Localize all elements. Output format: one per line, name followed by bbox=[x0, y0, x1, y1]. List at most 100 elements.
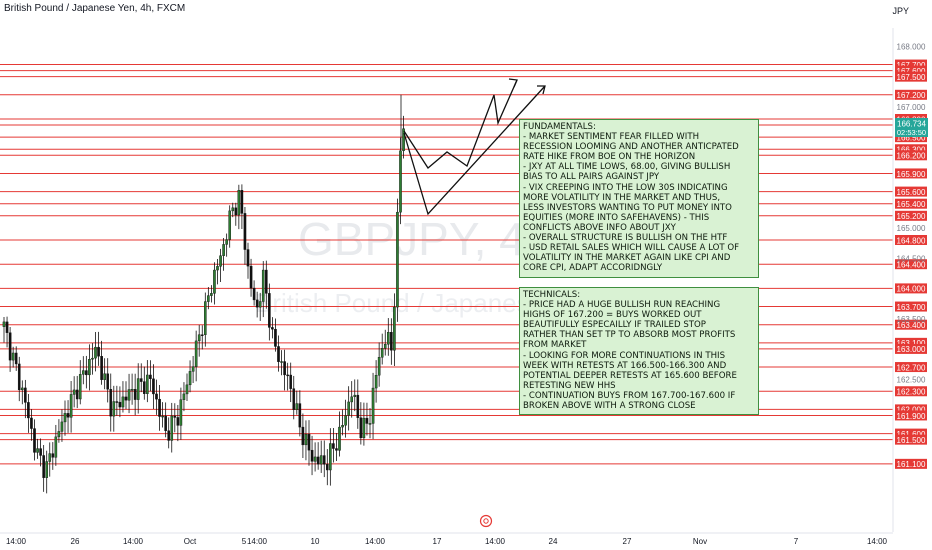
candle bbox=[301, 413, 305, 458]
candle bbox=[203, 292, 207, 347]
candle bbox=[277, 335, 280, 372]
candle bbox=[371, 372, 375, 440]
candle bbox=[246, 242, 250, 279]
candle bbox=[219, 248, 222, 283]
candle bbox=[42, 445, 45, 492]
level-axis-label: 164.800 bbox=[895, 235, 927, 245]
level-axis-label: 167.500 bbox=[895, 71, 927, 82]
candle bbox=[188, 360, 192, 393]
candle bbox=[36, 438, 39, 459]
candle bbox=[106, 358, 109, 403]
candle bbox=[225, 233, 228, 257]
candle bbox=[243, 206, 247, 265]
note-line: VOLATILITY IN THE MARKET AGAIN LIKE CPI … bbox=[523, 253, 731, 264]
price-tick-label: 163.500 bbox=[897, 315, 926, 324]
horizontal-levels bbox=[0, 64, 893, 465]
note-line: - VIX CREEPING INTO THE LOW 30S INDICATI… bbox=[523, 182, 728, 193]
candle bbox=[261, 261, 265, 318]
candle bbox=[387, 318, 390, 356]
candle bbox=[136, 363, 140, 414]
candle bbox=[310, 435, 314, 476]
time-tick-label: 14:00 bbox=[247, 537, 268, 546]
note-line: WEEK WITH RETESTS AT 166.500-166.300 AND bbox=[523, 360, 727, 371]
note-line: - LOOKING FOR MORE CONTINUATIONS IN THIS bbox=[523, 350, 726, 361]
svg-text:162.300: 162.300 bbox=[897, 388, 926, 397]
candle bbox=[33, 419, 36, 461]
candle bbox=[48, 442, 52, 477]
svg-text:164.400: 164.400 bbox=[897, 261, 926, 270]
note-line: RECESSION LOOMING AND ANOTHER ANTICPATED bbox=[523, 142, 739, 153]
time-tick-label: 14:00 bbox=[867, 537, 888, 546]
candle bbox=[292, 375, 296, 420]
svg-text:166.500: 166.500 bbox=[897, 133, 926, 142]
technicals-note[interactable]: TECHNICALS: - PRICE HAD A HUGE BULLISH RU… bbox=[519, 287, 759, 415]
candle bbox=[295, 390, 299, 415]
price-tick-label: 164.500 bbox=[897, 254, 926, 263]
candle bbox=[17, 356, 21, 402]
candle bbox=[341, 409, 344, 436]
candle bbox=[127, 373, 131, 414]
candle bbox=[353, 379, 357, 412]
candle bbox=[268, 283, 271, 341]
candle bbox=[252, 280, 256, 306]
candle bbox=[164, 402, 167, 438]
candle bbox=[393, 293, 396, 366]
candle bbox=[356, 379, 360, 429]
candle bbox=[304, 420, 308, 461]
candle bbox=[231, 202, 235, 218]
candle bbox=[237, 184, 241, 230]
note-line: BROKEN ABOVE WITH A STRONG CLOSE bbox=[523, 401, 696, 412]
level-axis-label: 163.000 bbox=[895, 343, 927, 354]
svg-text:164.800: 164.800 bbox=[897, 236, 926, 245]
candle bbox=[271, 317, 274, 339]
level-axis-label: 161.500 bbox=[895, 434, 927, 445]
price-tick-label: 167.000 bbox=[897, 103, 926, 112]
note-line: - CONTINUATION BUYS FROM 167.700-167.600… bbox=[523, 390, 736, 401]
candlestick-series bbox=[2, 94, 405, 494]
candle bbox=[88, 344, 91, 391]
note-line: RATE HIKE FROM BOE ON THE HORIZON bbox=[523, 152, 696, 163]
event-flag-icon[interactable] bbox=[479, 514, 493, 528]
candle bbox=[359, 402, 363, 445]
candle bbox=[383, 329, 387, 356]
candle bbox=[21, 380, 24, 405]
watermark-symbol: GBPJPY, 4h bbox=[298, 213, 550, 265]
candle bbox=[322, 440, 326, 478]
price-tick-label: 162.500 bbox=[897, 375, 926, 384]
candle bbox=[326, 449, 329, 486]
svg-text:161.100: 161.100 bbox=[897, 460, 926, 469]
candle bbox=[176, 405, 180, 442]
candle bbox=[133, 373, 137, 416]
candle bbox=[350, 381, 354, 418]
candle bbox=[5, 316, 9, 348]
candle bbox=[307, 420, 311, 466]
time-axis[interactable]: 14:00 26 14:00 Oct 5 14:00 10 14:00 17 14:00 24 27 N… bbox=[6, 537, 888, 546]
note-line: FUNDAMENTALS: bbox=[523, 122, 596, 132]
projection-arrowhead-deep bbox=[537, 85, 546, 95]
level-axis-label: 165.200 bbox=[895, 210, 927, 221]
candle bbox=[30, 409, 33, 441]
level-axis-label: 164.000 bbox=[895, 283, 927, 294]
candle bbox=[170, 402, 174, 453]
svg-text:165.600: 165.600 bbox=[897, 188, 926, 197]
candle bbox=[27, 393, 30, 433]
candle bbox=[60, 409, 64, 442]
candle bbox=[112, 385, 116, 432]
note-line: - OVERALL STRUCTURE IS BULLISH ON THE HT… bbox=[523, 233, 728, 244]
level-axis-label: 165.600 bbox=[895, 186, 927, 197]
time-tick-label: 14:00 bbox=[485, 537, 506, 546]
chart-title: British Pound / Japanese Yen, 4h, FXCM bbox=[4, 3, 186, 14]
candle bbox=[118, 386, 122, 418]
svg-text:165.400: 165.400 bbox=[897, 200, 926, 209]
svg-text:163.000: 163.000 bbox=[897, 345, 926, 354]
fundamentals-note[interactable]: FUNDAMENTALS: - MARKET SENTIMENT FEAR FIL… bbox=[519, 119, 759, 278]
candle bbox=[57, 419, 61, 443]
note-line: TECHNICALS: bbox=[523, 290, 581, 300]
candle bbox=[399, 137, 402, 225]
price-axis[interactable]: 167.700167.600167.500167.200166.800166.7… bbox=[895, 43, 928, 469]
level-axis-label: 166.300 bbox=[895, 144, 927, 155]
candle bbox=[344, 399, 347, 438]
candle bbox=[14, 346, 18, 371]
time-tick-label: 24 bbox=[549, 537, 558, 546]
